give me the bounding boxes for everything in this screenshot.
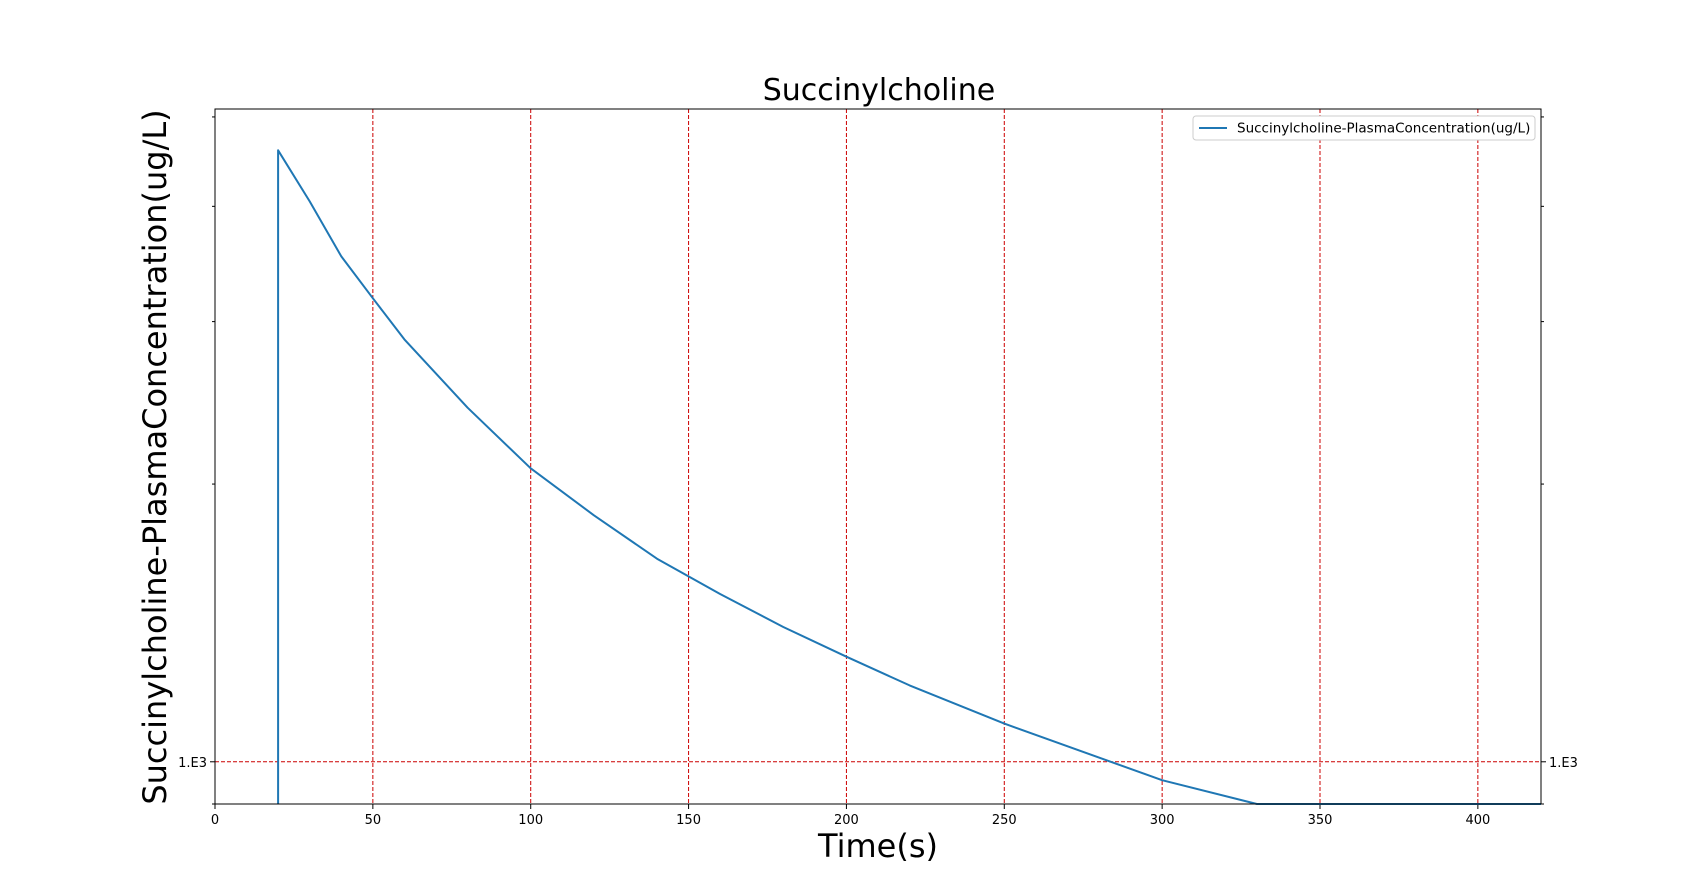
- plot-frame: [214, 108, 1542, 805]
- y-tick-label-right: 1.E3: [1549, 756, 1578, 771]
- x-tick-label: 350: [1308, 813, 1333, 828]
- x-tick-label: 400: [1465, 813, 1490, 828]
- x-axis-label: Time(s): [817, 827, 938, 865]
- legend-label: Succinylcholine-PlasmaConcentration(ug/L…: [1237, 121, 1530, 137]
- y-axis-label: Succinylcholine-PlasmaConcentration(ug/L…: [136, 109, 174, 804]
- x-tick-label: 200: [834, 813, 859, 828]
- x-tick-label: 300: [1150, 813, 1175, 828]
- chart-title: Succinylcholine: [763, 73, 996, 108]
- series-layer: [277, 149, 1541, 805]
- x-tick-label: 0: [211, 813, 219, 828]
- x-tick-label: 50: [365, 813, 382, 828]
- grid-lines: [215, 109, 1541, 804]
- legend-box: [1192, 115, 1536, 141]
- x-tick-label: 100: [518, 813, 543, 828]
- y-tick-label-left: 1.E3: [178, 756, 207, 771]
- legend: Succinylcholine-PlasmaConcentration(ug/L…: [1192, 115, 1536, 141]
- series-line: [277, 149, 1541, 805]
- axis-ticks: 0 50 100 150 200 250 300 350 400 1.E3 1.E3: [178, 116, 1578, 828]
- x-tick-label: 250: [992, 813, 1017, 828]
- x-tick-label: 150: [676, 813, 701, 828]
